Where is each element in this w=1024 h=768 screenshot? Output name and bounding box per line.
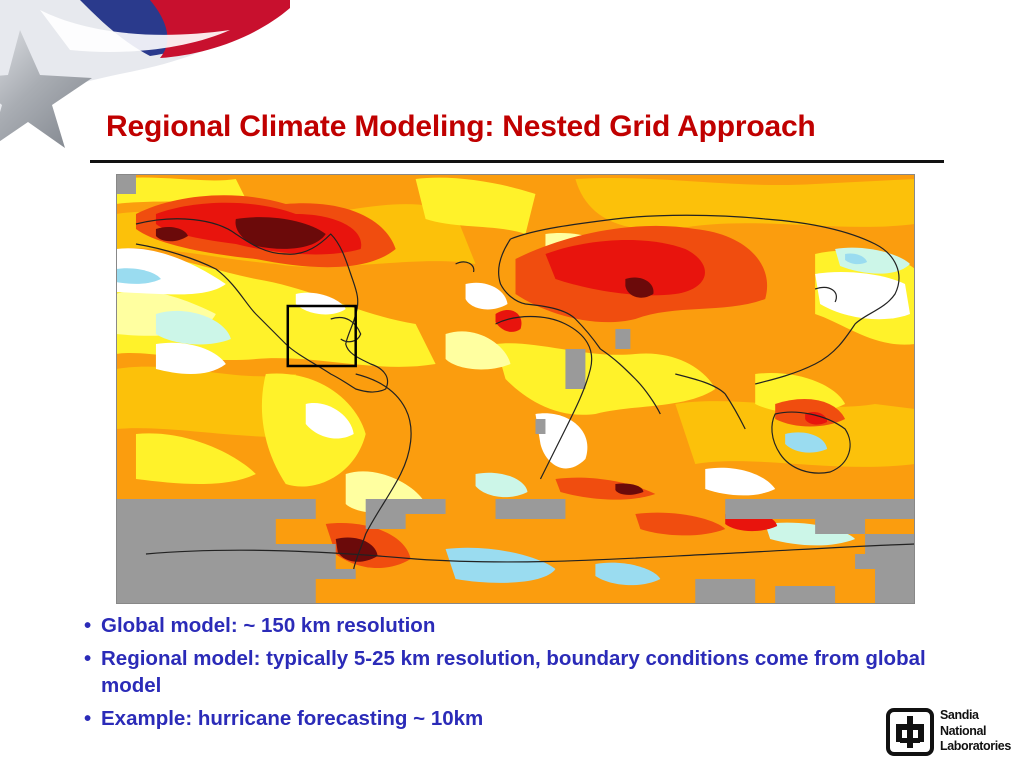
bullet-marker: • (84, 614, 92, 637)
bullet-item: • Global model: ~ 150 km resolution (84, 612, 944, 639)
sandia-logo: Sandia National Laboratories (886, 706, 1016, 758)
logo-line: Sandia (940, 708, 979, 722)
logo-line: Laboratories (940, 739, 1011, 753)
bullet-item: • Regional model: typically 5-25 km reso… (84, 645, 944, 699)
thunderbird-icon (886, 708, 934, 756)
bullet-text: Global model: ~ 150 km resolution (101, 614, 436, 637)
bullet-item: • Example: hurricane forecasting ~ 10km (84, 705, 944, 732)
sandia-wordmark: Sandia National Laboratories (940, 708, 1011, 755)
bullet-list: • Global model: ~ 150 km resolution • Re… (84, 612, 944, 738)
star-swoosh-icon (0, 0, 290, 148)
climate-map (116, 174, 915, 604)
bullet-text: Regional model: typically 5-25 km resolu… (101, 647, 926, 697)
logo-line: National (940, 723, 987, 738)
title-divider (90, 160, 944, 163)
bullet-marker: • (84, 707, 92, 730)
bullet-marker: • (84, 647, 92, 670)
bullet-text: Example: hurricane forecasting ~ 10km (101, 707, 484, 730)
slide-title: Regional Climate Modeling: Nested Grid A… (106, 110, 816, 143)
